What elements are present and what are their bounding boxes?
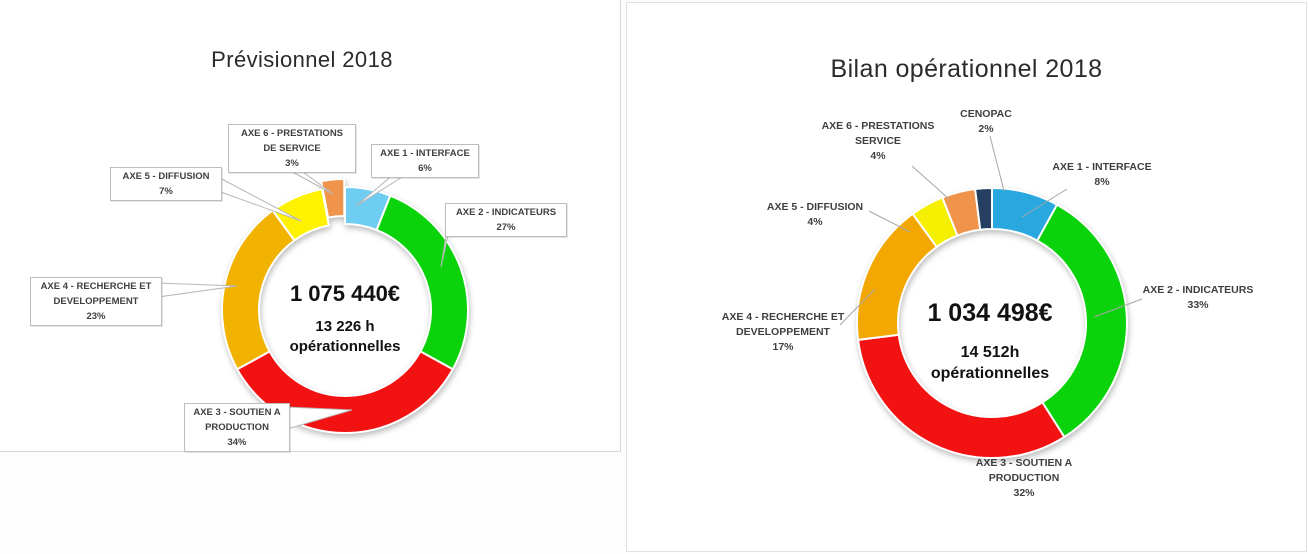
slice-label-text: CENOPAC — [960, 108, 1012, 120]
slice-label-percent: 4% — [807, 216, 823, 228]
donut-slice-axe-1-interface — [991, 187, 1059, 242]
slice-label-percent: 17% — [772, 341, 794, 353]
slice-label-text: SERVICE — [855, 135, 901, 147]
slice-label-text: PRODUCTION — [988, 472, 1060, 484]
chart-panel-previsionnel: Prévisionnel 2018 1 075 440€ 13 226 h op… — [0, 0, 621, 452]
slice-label-text: AXE 3 - SOUTIEN A — [975, 457, 1073, 469]
slice-label-percent: 3% — [285, 158, 299, 169]
slice-label-percent: 4% — [870, 150, 886, 162]
label-callout-wedge — [286, 406, 353, 430]
label-leader-line — [911, 165, 950, 200]
slice-label-text: AXE 5 - DIFFUSION — [766, 201, 864, 213]
slice-label-axe-5-diffusion: AXE 5 - DIFFUSION 4% — [755, 200, 875, 230]
slice-label-text: AXE 3 - SOUTIEN A — [193, 407, 281, 418]
donut-slice-axe-1-interface — [344, 186, 392, 232]
donut-slice-axe-6-prestations-de-service — [320, 178, 346, 219]
slice-label-percent: 8% — [1094, 176, 1110, 188]
label-leader-line — [1021, 188, 1068, 218]
slice-label-text: AXE 1 - INTERFACE — [1052, 161, 1152, 173]
slice-label-percent: 2% — [978, 123, 994, 135]
slice-label-cenopac: CENOPAC 2% — [941, 107, 1031, 137]
center-hours: 13 226 h — [315, 318, 375, 335]
slice-label-axe-4-recherche-et-developpement: AXE 4 - RECHERCHE ET DEVELOPPEMENT 17% — [717, 310, 849, 355]
chart-title-bilan: Bilan opérationnel 2018 — [830, 55, 1103, 83]
slice-label-axe-6-prestations-service: AXE 6 - PRESTATIONS SERVICE 4% — [812, 119, 944, 164]
slice-label-text: AXE 6 - PRESTATIONS — [821, 120, 935, 132]
slice-label-text: AXE 6 - PRESTATIONS — [240, 128, 344, 139]
label-leader-line — [989, 135, 1005, 192]
slice-label-axe-1-interface: AXE 1 - INTERFACE 6% — [371, 144, 479, 178]
slice-label-percent: 32% — [1013, 487, 1035, 499]
slice-label-text: AXE 4 - RECHERCHE ET — [40, 281, 152, 292]
slice-label-axe-3-soutien-a-production: AXE 3 - SOUTIEN A PRODUCTION 34% — [184, 403, 290, 452]
label-leader-line — [868, 210, 911, 233]
slice-label-text: DEVELOPPEMENT — [736, 326, 830, 338]
slice-label-text: DE SERVICE — [263, 143, 321, 154]
slice-label-text: DEVELOPPEMENT — [53, 296, 139, 307]
label-callout-wedge — [217, 176, 302, 222]
slice-label-text: AXE 5 - DIFFUSION — [122, 171, 210, 182]
chart-panel-bilan: Bilan opérationnel 2018 1 034 498€ 14 51… — [626, 2, 1307, 552]
slice-label-percent: 34% — [227, 437, 247, 448]
donut-slice-axe-6-prestations-service — [941, 188, 982, 237]
slice-label-percent: 6% — [418, 163, 432, 174]
slice-label-axe-1-interface: AXE 1 - INTERFACE 8% — [1037, 160, 1167, 190]
slice-label-percent: 33% — [1187, 299, 1209, 311]
donut-slice-axe-5-diffusion — [271, 188, 330, 242]
label-callout-wedge — [157, 282, 238, 298]
slice-label-axe-4-recherche-et-developpement: AXE 4 - RECHERCHE ET DEVELOPPEMENT 23% — [30, 277, 162, 326]
slice-label-text: AXE 1 - INTERFACE — [380, 148, 470, 159]
donut-slice-axe-5-diffusion — [911, 196, 959, 248]
center-total-amount: 1 034 498€ — [927, 299, 1053, 327]
slice-label-text: AXE 2 - INDICATEURS — [1142, 284, 1254, 296]
donut-slice-cenopac — [974, 186, 993, 231]
slice-label-percent: 23% — [86, 311, 106, 322]
center-hours-label: opérationnelles — [930, 365, 1050, 382]
slice-label-percent: 27% — [496, 222, 516, 233]
center-hours: 14 512h — [960, 344, 1020, 361]
slice-label-text: PRODUCTION — [205, 422, 269, 433]
slice-label-text: AXE 2 - INDICATEURS — [455, 207, 557, 218]
slice-label-axe-3-soutien-a-production: AXE 3 - SOUTIEN A PRODUCTION 32% — [964, 456, 1084, 501]
slice-label-axe-2-indicateurs: AXE 2 - INDICATEURS 33% — [1133, 283, 1263, 313]
center-total-amount: 1 075 440€ — [289, 281, 401, 306]
slice-label-percent: 7% — [159, 186, 173, 197]
label-callout-wedge — [355, 173, 409, 207]
slice-label-axe-2-indicateurs: AXE 2 - INDICATEURS 27% — [445, 203, 567, 237]
slice-label-axe-5-diffusion: AXE 5 - DIFFUSION 7% — [110, 167, 222, 201]
chart-title-previsionnel: Prévisionnel 2018 — [211, 47, 393, 72]
center-hours-label: opérationnelles — [289, 338, 401, 355]
slice-label-axe-6-prestations-de-service: AXE 6 - PRESTATIONS DE SERVICE 3% — [228, 124, 356, 173]
slice-label-text: AXE 4 - RECHERCHE ET — [721, 311, 845, 323]
